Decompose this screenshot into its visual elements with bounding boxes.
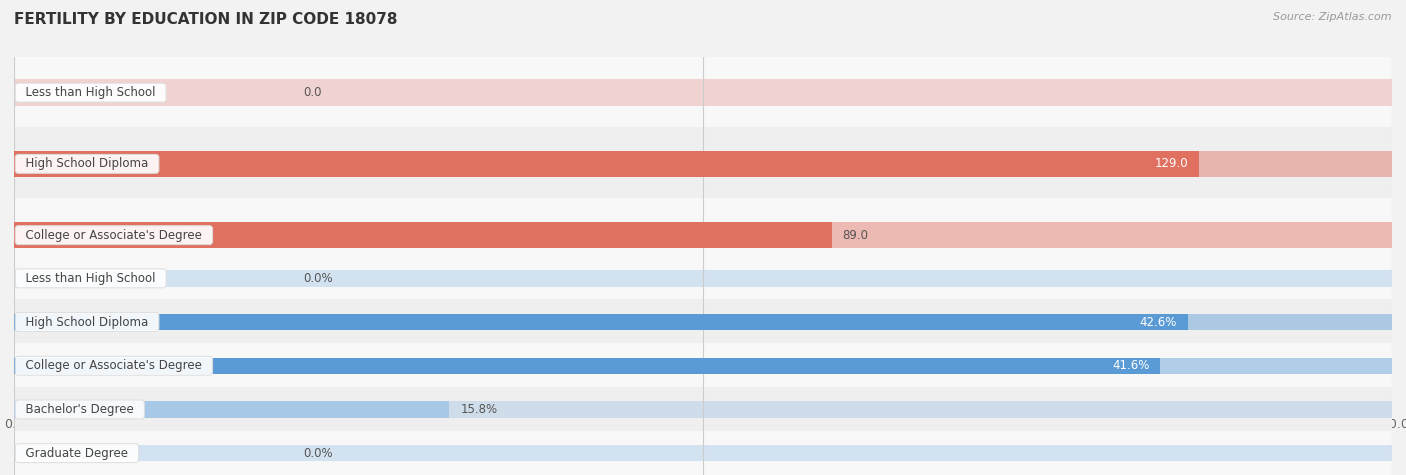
Text: College or Associate's Degree: College or Associate's Degree: [18, 359, 209, 372]
Text: High School Diploma: High School Diploma: [18, 157, 156, 171]
Text: Less than High School: Less than High School: [18, 272, 163, 285]
Bar: [14, 358, 1392, 374]
Bar: [14, 314, 1188, 330]
Bar: [14, 401, 1392, 418]
Bar: [14, 430, 1392, 475]
Bar: [14, 401, 450, 418]
Bar: [14, 364, 1392, 391]
Bar: [14, 198, 1392, 272]
Bar: [14, 151, 1199, 177]
Bar: [14, 56, 1392, 130]
Text: 89.0: 89.0: [842, 228, 869, 242]
Bar: [14, 127, 1392, 201]
Bar: [14, 151, 1392, 177]
Bar: [14, 314, 1188, 330]
Text: Bachelor's Degree: Bachelor's Degree: [18, 403, 142, 416]
Bar: [14, 270, 1392, 286]
Bar: [14, 222, 831, 248]
Text: 129.0: 129.0: [1154, 157, 1188, 171]
Bar: [14, 151, 1199, 177]
Text: FERTILITY BY EDUCATION IN ZIP CODE 18078: FERTILITY BY EDUCATION IN ZIP CODE 18078: [14, 12, 398, 27]
Text: Less than High School: Less than High School: [18, 86, 163, 99]
Bar: [14, 387, 1392, 432]
Bar: [14, 299, 1392, 345]
Bar: [14, 358, 1160, 374]
Text: 0.0%: 0.0%: [304, 272, 333, 285]
Bar: [14, 269, 1392, 343]
Text: 0.0: 0.0: [304, 86, 322, 99]
Bar: [14, 222, 831, 248]
Text: 15.8%: 15.8%: [461, 403, 498, 416]
Text: Bachelor's Degree: Bachelor's Degree: [18, 300, 142, 313]
Bar: [14, 343, 1392, 389]
Text: 0.0: 0.0: [304, 371, 322, 384]
Bar: [14, 222, 1392, 248]
Text: High School Diploma: High School Diploma: [18, 315, 156, 329]
Text: Graduate Degree: Graduate Degree: [18, 446, 136, 460]
Text: 41.6%: 41.6%: [1112, 359, 1150, 372]
Text: Graduate Degree: Graduate Degree: [18, 371, 136, 384]
Bar: [14, 256, 1392, 301]
Bar: [14, 314, 1392, 330]
Bar: [14, 293, 474, 320]
Bar: [14, 401, 450, 418]
Bar: [14, 341, 1392, 415]
Bar: [14, 445, 1392, 461]
Bar: [14, 358, 1160, 374]
Text: Source: ZipAtlas.com: Source: ZipAtlas.com: [1274, 12, 1392, 22]
Text: 42.6%: 42.6%: [1140, 315, 1177, 329]
Bar: [14, 293, 1392, 320]
Bar: [14, 79, 1392, 106]
Bar: [14, 293, 474, 320]
Text: 0.0%: 0.0%: [304, 446, 333, 460]
Text: 50.0: 50.0: [485, 300, 510, 313]
Text: College or Associate's Degree: College or Associate's Degree: [18, 228, 209, 242]
